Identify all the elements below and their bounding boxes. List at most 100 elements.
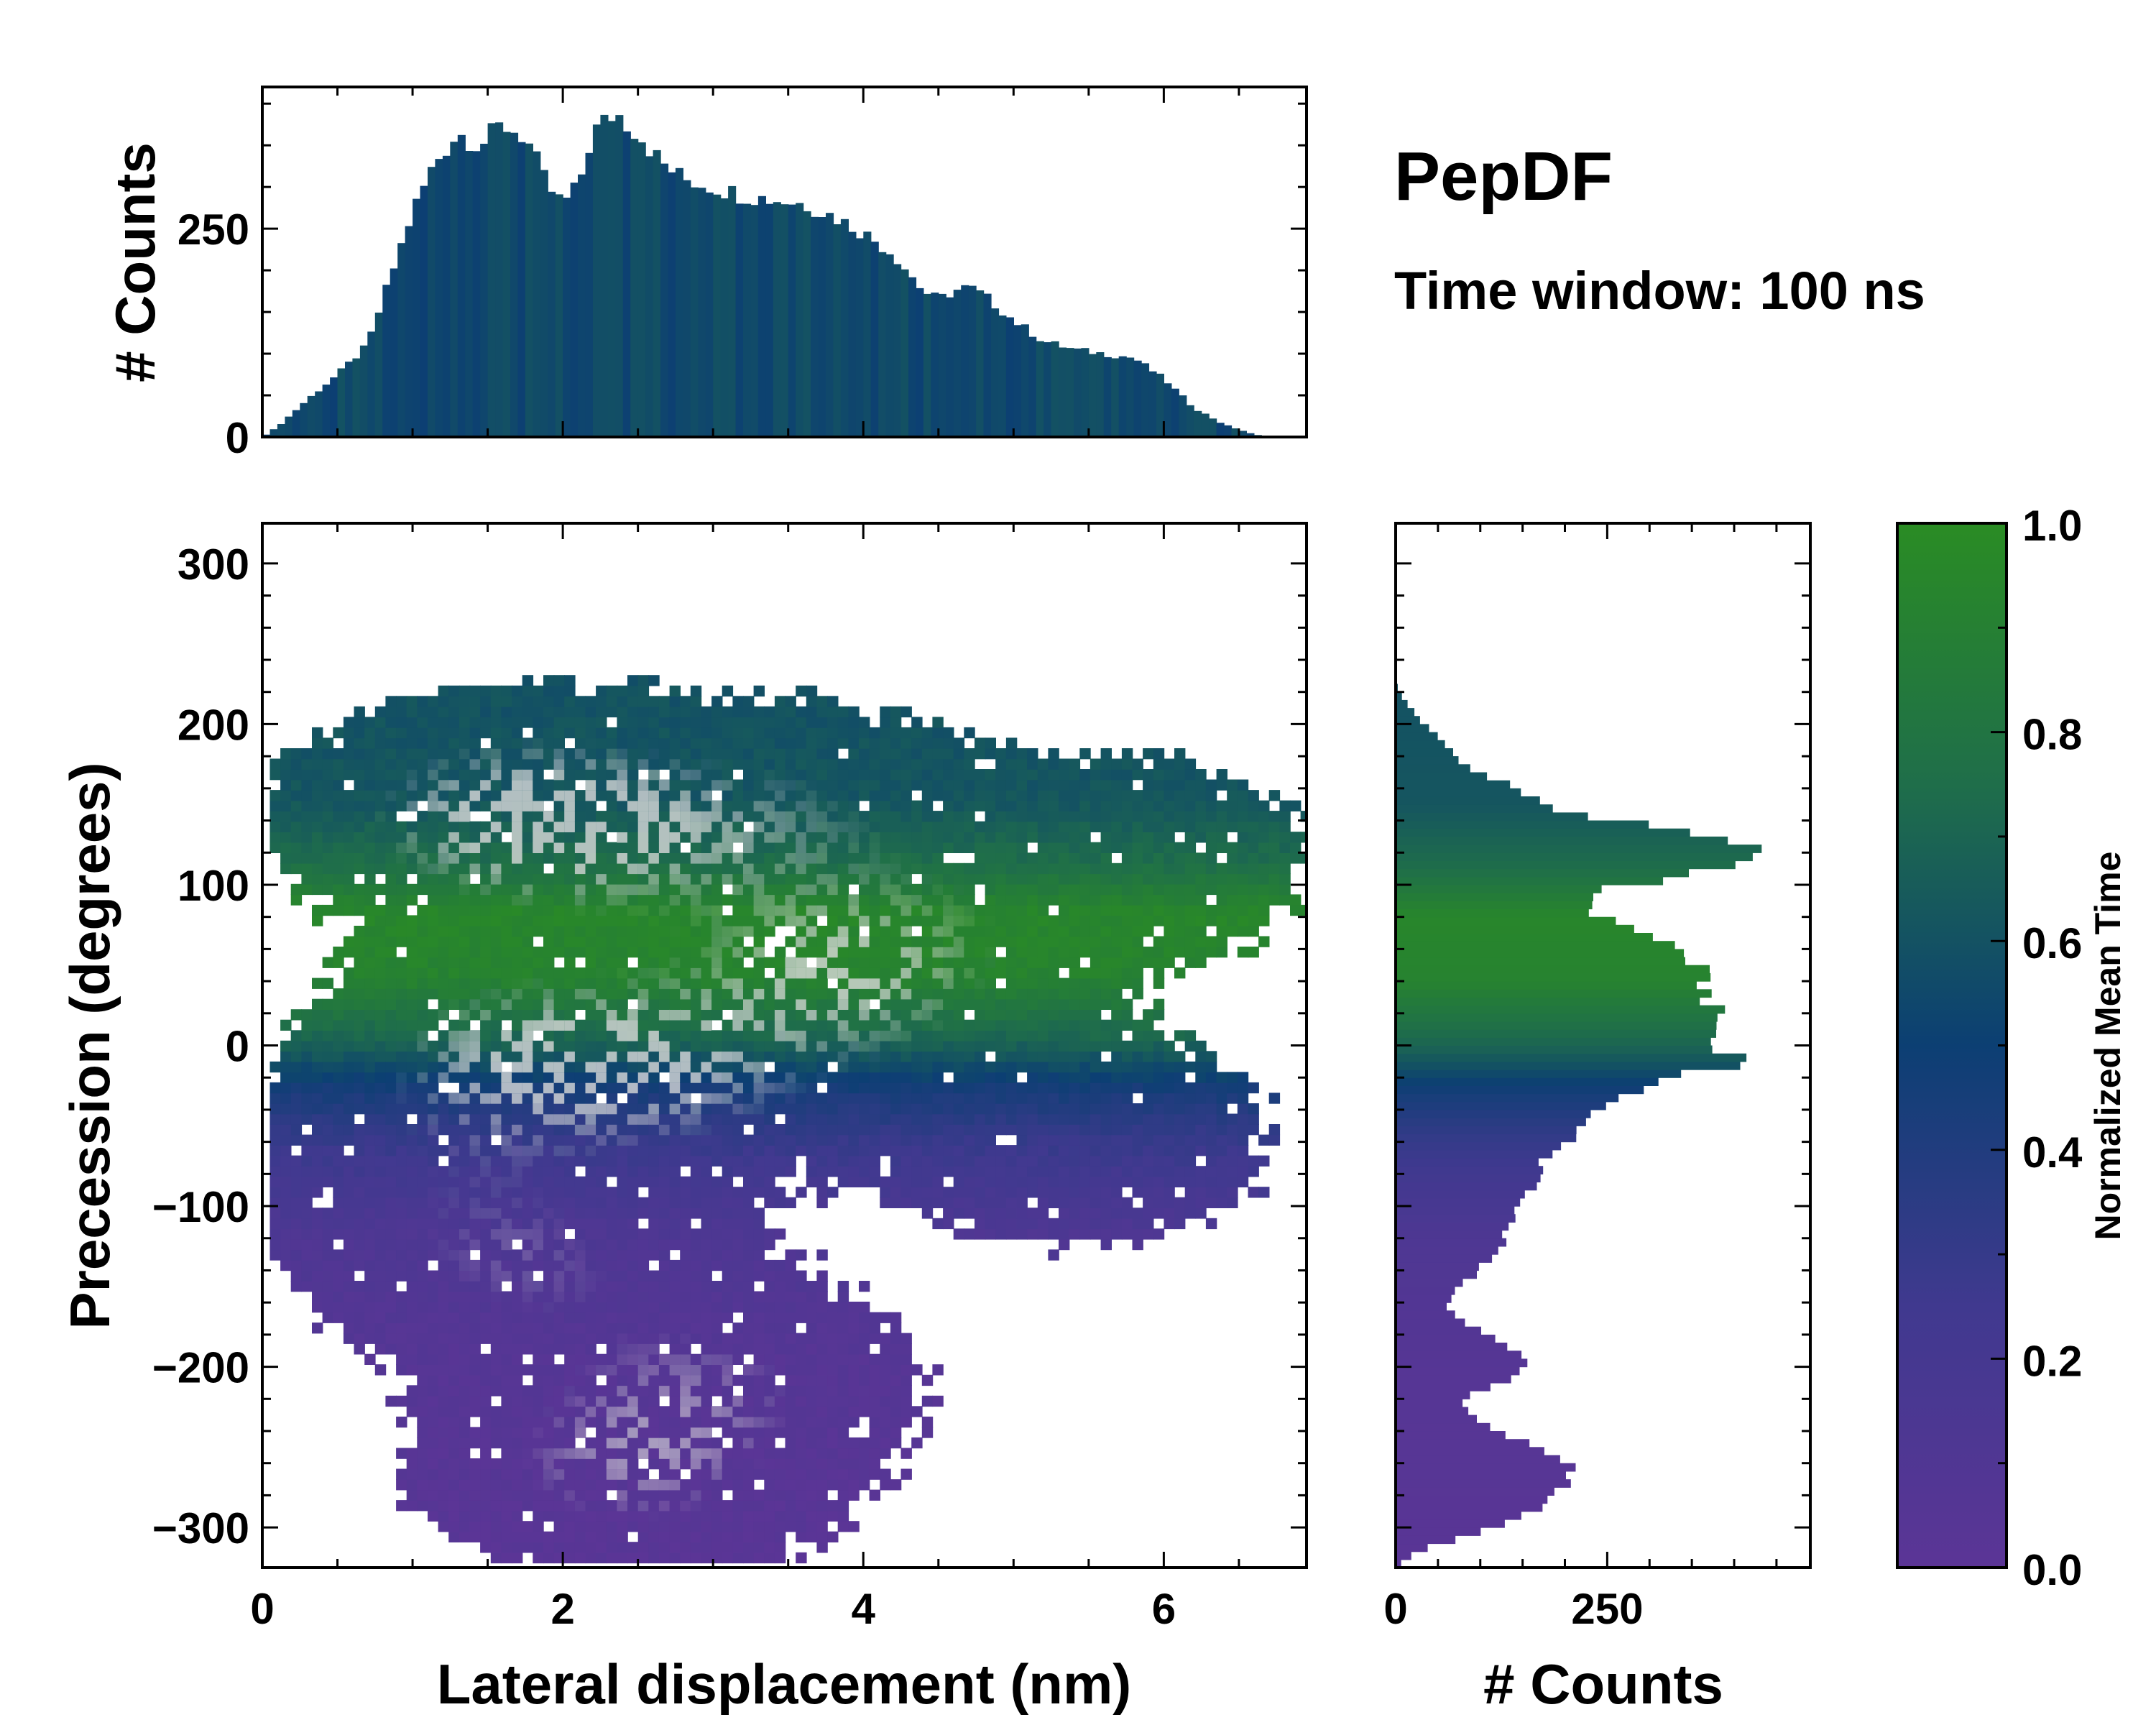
heatmap-cell (322, 1291, 333, 1302)
heatmap-cell (564, 1103, 576, 1115)
heatmap-cell (637, 1542, 650, 1553)
heatmap-cell (606, 883, 618, 896)
heatmap-cell (364, 727, 376, 739)
heatmap-cell (374, 832, 387, 843)
heatmap-cell (406, 779, 418, 791)
heatmap-cell (596, 1270, 607, 1282)
heatmap-density-highlight (690, 1113, 702, 1125)
heatmap-density-highlight (753, 947, 765, 958)
heatmap-cell (627, 758, 639, 770)
heatmap-density-highlight (669, 758, 681, 770)
heatmap-cell (459, 1302, 471, 1313)
heatmap-cell (648, 998, 660, 1010)
heatmap-cell (553, 1281, 565, 1292)
heatmap-cell (658, 727, 671, 739)
heatmap-cell (543, 779, 555, 791)
heatmap-cell (617, 1510, 628, 1522)
heatmap-cell (732, 1406, 744, 1417)
heatmap-density-highlight (585, 832, 596, 843)
heatmap-cell (385, 1322, 397, 1334)
heatmap-cell (732, 1343, 744, 1355)
heatmap-cell (459, 1124, 471, 1136)
heatmap-cell (301, 748, 313, 760)
heatmap-cell (374, 1281, 387, 1292)
heatmap-cell (617, 1281, 628, 1292)
heatmap-cell (438, 1040, 449, 1052)
heatmap-cell (859, 1082, 870, 1094)
heatmap-cell (564, 1218, 576, 1230)
heatmap-cell (459, 1208, 471, 1219)
heatmap-cell (333, 1051, 344, 1062)
top-histogram-bar (1044, 342, 1052, 437)
heatmap-cell (438, 1364, 449, 1376)
heatmap-cell (480, 1082, 492, 1094)
heatmap-cell (501, 1051, 512, 1062)
heatmap-cell (806, 1479, 818, 1491)
top-histogram-bar (750, 205, 759, 437)
heatmap-cell (469, 978, 481, 989)
heatmap-density-highlight (753, 1082, 765, 1094)
heatmap-cell (785, 790, 796, 801)
heatmap-cell (848, 821, 860, 832)
heatmap-cell (448, 1489, 460, 1501)
heatmap-density-highlight (711, 1353, 723, 1365)
heatmap-density-highlight (543, 832, 555, 843)
heatmap-cell (658, 936, 671, 947)
heatmap-cell (722, 1082, 734, 1094)
heatmap-cell (533, 696, 544, 707)
heatmap-cell (406, 706, 418, 718)
heatmap-cell (701, 1448, 712, 1459)
heatmap-cell (564, 1385, 576, 1397)
heatmap-cell (658, 998, 671, 1010)
heatmap-cell (501, 998, 512, 1010)
heatmap-cell (690, 706, 702, 718)
heatmap-cell (522, 1364, 534, 1376)
heatmap-cell (354, 1238, 365, 1251)
heatmap-cell (606, 1542, 618, 1553)
heatmap-cell (722, 1030, 734, 1041)
heatmap-density-highlight (764, 811, 775, 822)
heatmap-cell (764, 706, 775, 718)
heatmap-cell (501, 821, 512, 832)
heatmap-cell (806, 1124, 818, 1136)
heatmap-cell (574, 821, 586, 832)
heatmap-cell (669, 1552, 681, 1564)
heatmap-cell (312, 1145, 323, 1156)
heatmap-cell (469, 800, 481, 811)
heatmap-cell (374, 1238, 387, 1251)
heatmap-cell (469, 1437, 481, 1449)
heatmap-cell (732, 1521, 744, 1532)
heatmap-cell (406, 1406, 418, 1417)
heatmap-cell (490, 978, 502, 989)
heatmap-density-highlight (533, 1092, 544, 1104)
heatmap-cell (669, 1343, 681, 1355)
heatmap-density-highlight (774, 811, 786, 822)
heatmap-cell (753, 1238, 765, 1251)
heatmap-cell (711, 1353, 723, 1365)
heatmap-density-highlight (701, 873, 712, 885)
heatmap-cell (490, 1312, 502, 1323)
heatmap-cell (490, 1166, 502, 1177)
heatmap-cell (480, 873, 492, 885)
heatmap-cell (322, 737, 333, 749)
heatmap-cell (543, 1364, 555, 1376)
heatmap-cell (448, 936, 460, 947)
heatmap-density-highlight (764, 894, 775, 906)
heatmap-cell (722, 769, 734, 781)
heatmap-cell (406, 790, 418, 801)
heatmap-cell (574, 1322, 586, 1334)
heatmap-cell (469, 1009, 481, 1021)
heatmap-cell (596, 737, 607, 749)
heatmap-cell (364, 790, 376, 801)
heatmap-cell (469, 1113, 481, 1125)
heatmap-cell (732, 1291, 744, 1302)
heatmap-cell (574, 1489, 586, 1501)
heatmap-cell (480, 1145, 492, 1156)
heatmap-cell (711, 1124, 723, 1136)
heatmap-cell (290, 1208, 303, 1219)
heatmap-cell (732, 1416, 744, 1428)
heatmap-cell (396, 1103, 407, 1115)
heatmap-cell (785, 1364, 796, 1376)
heatmap-cell (354, 779, 365, 791)
heatmap-cell (764, 811, 775, 822)
